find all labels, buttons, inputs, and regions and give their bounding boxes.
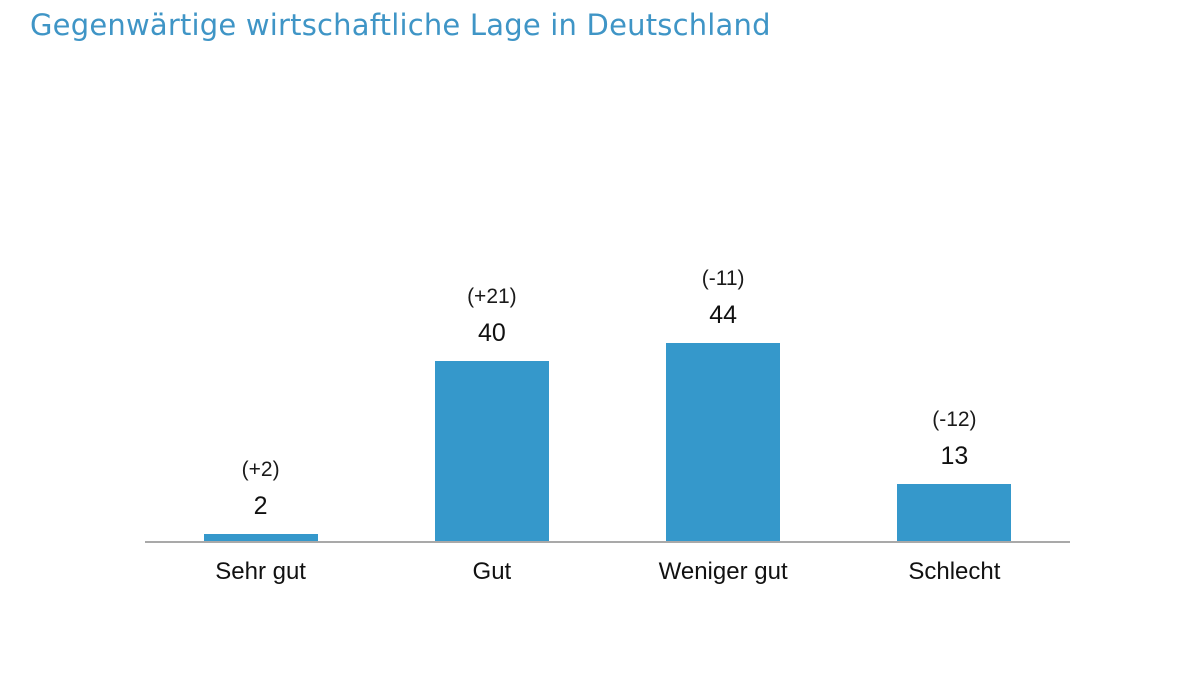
change-annotation: (+2) xyxy=(241,458,280,481)
category-label-gut: Gut xyxy=(472,558,512,585)
change-annotation: (-12) xyxy=(932,408,977,431)
bar-gut xyxy=(434,361,549,543)
bar-group-gut: (+21) 40 xyxy=(376,250,607,543)
value-label: 2 xyxy=(253,492,268,520)
value-label: 13 xyxy=(940,442,969,470)
page-title: Gegenwärtige wirtschaftliche Lage in Deu… xyxy=(30,8,771,42)
bar-group-schlecht: (-12) 13 xyxy=(839,250,1070,543)
bar-sehr-gut xyxy=(203,534,318,543)
change-annotation: (+21) xyxy=(467,285,517,308)
change-annotation: (-11) xyxy=(701,267,745,290)
category-label-sehr-gut: Sehr gut xyxy=(215,558,306,585)
value-label: 40 xyxy=(477,319,506,347)
bar-group-sehr-gut: (+2) 2 xyxy=(145,250,376,543)
x-axis-labels: Sehr gut Gut Weniger gut Schlecht xyxy=(145,557,1070,587)
x-axis-line xyxy=(145,541,1070,543)
bar-schlecht xyxy=(897,484,1012,543)
value-label: 44 xyxy=(709,301,738,329)
bar-chart: (+2) 2 (+21) 40 (-11) 44 (-12) 13 xyxy=(145,250,1070,543)
bar-group-weniger-gut: (-11) 44 xyxy=(608,250,839,543)
category-label-weniger-gut: Weniger gut xyxy=(658,558,788,585)
category-label-schlecht: Schlecht xyxy=(908,558,1001,585)
bar-weniger-gut xyxy=(666,343,781,543)
